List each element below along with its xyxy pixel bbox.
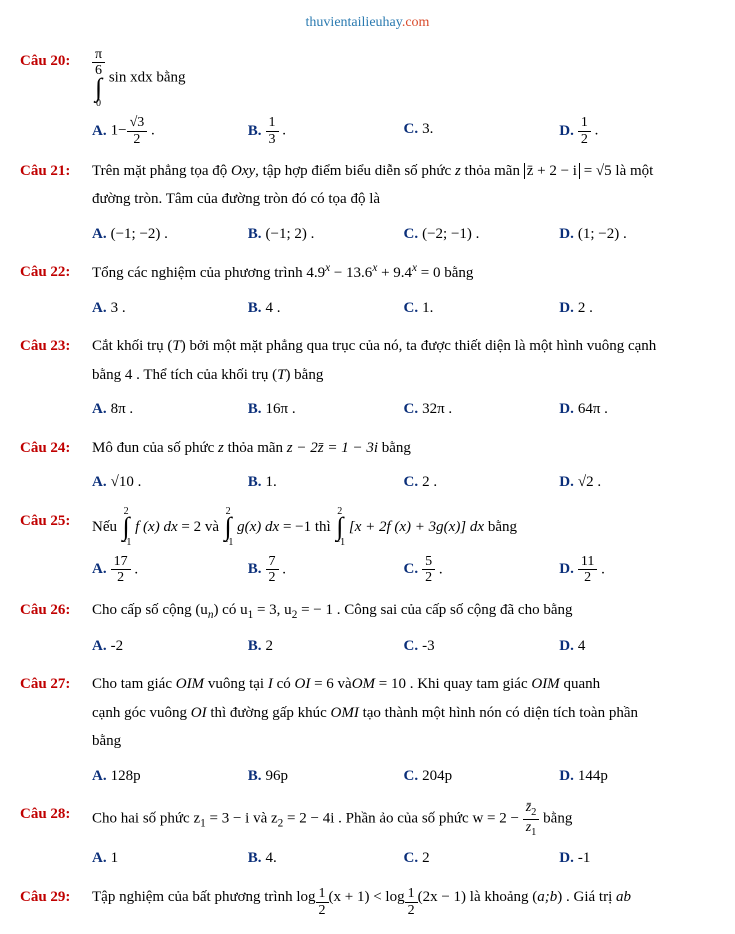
- question-26: Câu 26: Cho cấp số cộng (un) có u1 = 3, …: [20, 596, 715, 626]
- integral-icon: 2∫−1: [334, 507, 345, 548]
- q28-choices: A.1 B.4. C.2 D.-1: [92, 844, 715, 873]
- q29-body: Tập nghiệm của bất phương trình log12(x …: [92, 883, 715, 919]
- q27-choice-d: D.144p: [559, 762, 715, 791]
- q24-choice-a: A.√10 .: [92, 468, 248, 497]
- q20-body: π6 ∫ 0 sin xdx bằng: [92, 47, 715, 110]
- q23-choice-b: B.16π .: [248, 395, 404, 424]
- question-27: Câu 27: Cho tam giác OIM vuông tại I có …: [20, 670, 715, 756]
- q25-body: Nếu 2∫−1 f (x) dx = 2 và 2∫−1 g(x) dx = …: [92, 507, 715, 548]
- q26-body: Cho cấp số cộng (un) có u1 = 3, u2 = − 1…: [92, 596, 715, 626]
- q22-choice-b: B.4 .: [248, 294, 404, 323]
- q26-choice-d: D.4: [559, 632, 715, 661]
- q28-choice-a: A.1: [92, 844, 248, 873]
- q24-body: Mô đun của số phức z thỏa mãn z − 2z̄ = …: [92, 434, 715, 463]
- q23-choices: A.8π . B.16π . C.32π . D.64π .: [92, 395, 715, 424]
- q28-label: Câu 28:: [20, 800, 92, 829]
- q25-choice-a: A.172 .: [92, 554, 248, 586]
- q28-choice-b: B.4.: [248, 844, 404, 873]
- q24-choices: A.√10 . B.1. C.2 . D.√2 .: [92, 468, 715, 497]
- q23-choice-a: A.8π .: [92, 395, 248, 424]
- q20-label: Câu 20:: [20, 47, 92, 76]
- q27-choice-a: A.128p: [92, 762, 248, 791]
- q25-label: Câu 25:: [20, 507, 92, 536]
- site-name-1: thuvientailieuhay: [306, 15, 402, 30]
- site-header: thuvientailieuhay.com: [20, 10, 715, 37]
- q24-choice-c: C.2 .: [404, 468, 560, 497]
- integral-icon: 2∫−1: [223, 507, 234, 548]
- q21-choice-d: D.(1; −2) .: [559, 220, 715, 249]
- integral-icon: π6 ∫ 0: [92, 47, 105, 110]
- q26-choice-b: B.2: [248, 632, 404, 661]
- q25-choice-c: C.52 .: [404, 554, 560, 586]
- question-22: Câu 22: Tổng các nghiệm của phương trình…: [20, 258, 715, 288]
- q23-choice-c: C.32π .: [404, 395, 560, 424]
- question-24: Câu 24: Mô đun của số phức z thỏa mãn z …: [20, 434, 715, 463]
- integral-icon: 2∫−1: [121, 507, 132, 548]
- q21-label: Câu 21:: [20, 157, 92, 186]
- q26-choices: A.-2 B.2 C.-3 D.4: [92, 632, 715, 661]
- q20-integrand: sin xdx: [109, 69, 153, 85]
- q23-label: Câu 23:: [20, 332, 92, 361]
- q20-choice-d: D.12 .: [559, 115, 715, 147]
- q27-choice-b: B.96p: [248, 762, 404, 791]
- q26-choice-c: C.-3: [404, 632, 560, 661]
- question-23: Câu 23: Cắt khối trụ (T) bởi một mặt phẳ…: [20, 332, 715, 389]
- q23-body: Cắt khối trụ (T) bởi một mặt phẳng qua t…: [92, 332, 715, 389]
- q21-body: Trên mặt phẳng tọa độ Oxy, tập hợp điểm …: [92, 157, 715, 214]
- q22-choice-d: D.2 .: [559, 294, 715, 323]
- q21-choice-b: B.(−1; 2) .: [248, 220, 404, 249]
- q27-choices: A.128p B.96p C.204p D.144p: [92, 762, 715, 791]
- q25-choice-b: B.72 .: [248, 554, 404, 586]
- question-25: Câu 25: Nếu 2∫−1 f (x) dx = 2 và 2∫−1 g(…: [20, 507, 715, 548]
- question-21: Câu 21: Trên mặt phẳng tọa độ Oxy, tập h…: [20, 157, 715, 214]
- q25-choices: A.172 . B.72 . C.52 . D.112 .: [92, 554, 715, 586]
- q22-choices: A.3 . B.4 . C.1. D.2 .: [92, 294, 715, 323]
- q27-label: Câu 27:: [20, 670, 92, 699]
- q21-choice-c: C.(−2; −1) .: [404, 220, 560, 249]
- q22-body: Tổng các nghiệm của phương trình 4.9x − …: [92, 258, 715, 288]
- q20-choices: A.1−√32 . B.13 . C.3. D.12 .: [92, 115, 715, 147]
- q28-body: Cho hai số phức z1 = 3 − i và z2 = 2 − 4…: [92, 800, 715, 838]
- q28-choice-d: D.-1: [559, 844, 715, 873]
- q21-choice-a: A.(−1; −2) .: [92, 220, 248, 249]
- q25-choice-d: D.112 .: [559, 554, 715, 586]
- q20-choice-c: C.3.: [404, 115, 560, 147]
- question-28: Câu 28: Cho hai số phức z1 = 3 − i và z2…: [20, 800, 715, 838]
- q28-choice-c: C.2: [404, 844, 560, 873]
- q22-choice-a: A.3 .: [92, 294, 248, 323]
- question-20: Câu 20: π6 ∫ 0 sin xdx bằng: [20, 47, 715, 110]
- site-name-2: .com: [402, 15, 430, 30]
- q20-choice-a: A.1−√32 .: [92, 115, 248, 147]
- q22-choice-c: C.1.: [404, 294, 560, 323]
- q27-body: Cho tam giác OIM vuông tại I có OI = 6 v…: [92, 670, 715, 756]
- q24-choice-b: B.1.: [248, 468, 404, 497]
- q24-choice-d: D.√2 .: [559, 468, 715, 497]
- q24-label: Câu 24:: [20, 434, 92, 463]
- question-29: Câu 29: Tập nghiệm của bất phương trình …: [20, 883, 715, 919]
- q26-choice-a: A.-2: [92, 632, 248, 661]
- q26-label: Câu 26:: [20, 596, 92, 625]
- q20-choice-b: B.13 .: [248, 115, 404, 147]
- q27-choice-c: C.204p: [404, 762, 560, 791]
- q21-choices: A.(−1; −2) . B.(−1; 2) . C.(−2; −1) . D.…: [92, 220, 715, 249]
- q29-label: Câu 29:: [20, 883, 92, 912]
- q22-label: Câu 22:: [20, 258, 92, 287]
- q23-choice-d: D.64π .: [559, 395, 715, 424]
